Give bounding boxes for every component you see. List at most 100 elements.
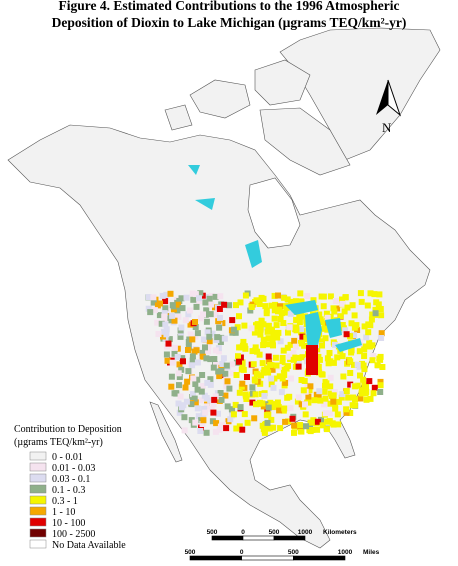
baja [149,401,183,463]
grid-cell [230,411,237,418]
grid-cell [305,393,312,400]
grid-cell [260,342,267,349]
grid-cell [216,426,223,433]
legend-label: No Data Available [52,540,126,551]
grid-cell [298,428,305,435]
grid-cell [209,330,216,337]
grid-cell [162,321,169,328]
grid-cell [279,359,286,366]
grid-cell [371,291,378,298]
grid-cell [268,375,275,382]
grid-cell [223,362,230,369]
grid-cell [207,356,214,363]
grid-cell [181,414,188,421]
grid-cell [219,320,226,327]
grid-cell [211,396,218,403]
grid-cell [298,377,305,383]
grid-cell [363,396,370,403]
grid-cell [158,320,165,327]
grid-cell [272,301,279,308]
grid-cell [358,298,365,305]
grid-cell [302,401,308,408]
grid-cell [266,358,273,365]
grid-cell [218,396,225,403]
grid-cell [292,343,299,350]
grid-cell [177,333,184,340]
grid-cell [201,405,208,412]
grid-cell [375,301,382,308]
grid-cell [178,366,185,373]
title-line: Figure 4. Estimated Contributions to the… [59,0,400,13]
grid-cell [274,399,281,406]
grid-cell [248,325,255,332]
grid-cell [188,401,195,408]
grid-cell [175,370,182,377]
grid-cell [157,300,163,307]
grid-cell [155,331,162,337]
grid-cell [303,423,309,430]
grid-cell [237,299,244,306]
legend-label: 0.03 - 0.1 [52,474,90,485]
grid-cell [221,301,228,308]
grid-cell [378,335,385,341]
grid-cell [241,322,248,329]
arrow-half [376,80,388,115]
grid-cell [280,347,287,354]
grid-cell [161,313,168,320]
grid-cell [351,361,357,368]
north-arrow: N [376,79,402,135]
grid-cell [239,364,246,371]
lake [195,198,215,210]
grid-cell [184,378,191,385]
grid-cell [199,421,206,427]
grid-cell [297,422,304,428]
grid-cell [165,340,172,347]
grid-cell [300,387,307,394]
grid-cell [169,302,176,309]
grid-cell [192,399,199,406]
grid-cell [150,294,157,301]
grid-cell [232,401,239,408]
grid-cell [194,359,201,366]
grid-cell [210,401,217,408]
grid-cell [194,386,201,393]
grid-cell [199,353,206,360]
grid-cell [322,335,329,342]
grid-cell [288,298,295,305]
grid-cell [331,308,338,315]
grid-cell [218,334,225,341]
grid-cell [273,362,280,369]
grid-cell [167,290,174,297]
grid-cell [285,363,291,370]
grid-cell [276,306,283,313]
grid-cell [286,393,293,400]
grid-cell [288,375,294,382]
grid-cell [206,295,213,302]
grid-cell [322,410,329,417]
grid-cell [273,322,280,329]
grid-cell [372,306,379,313]
grid-cell [349,302,356,309]
grid-cell [338,394,345,401]
grid-cell [319,338,325,345]
grid-cell [342,327,349,334]
grid-cell [215,410,221,417]
grid-cell [261,429,268,436]
grid-cell [183,398,190,405]
grid-cell [193,303,200,310]
grid-cell [192,291,199,298]
scale-tick: 500 [269,529,280,536]
hotspot [306,345,318,375]
grid-cell [216,324,223,331]
grid-cell [244,374,250,380]
grid-cell [379,364,386,370]
grid-cell [352,396,358,403]
grid-cell [203,307,210,314]
grid-cell [280,320,287,326]
grid-cell [310,297,317,304]
grid-cell [275,292,281,299]
lake [285,300,318,315]
grid-cell [161,310,168,317]
grid-cell [270,330,277,336]
